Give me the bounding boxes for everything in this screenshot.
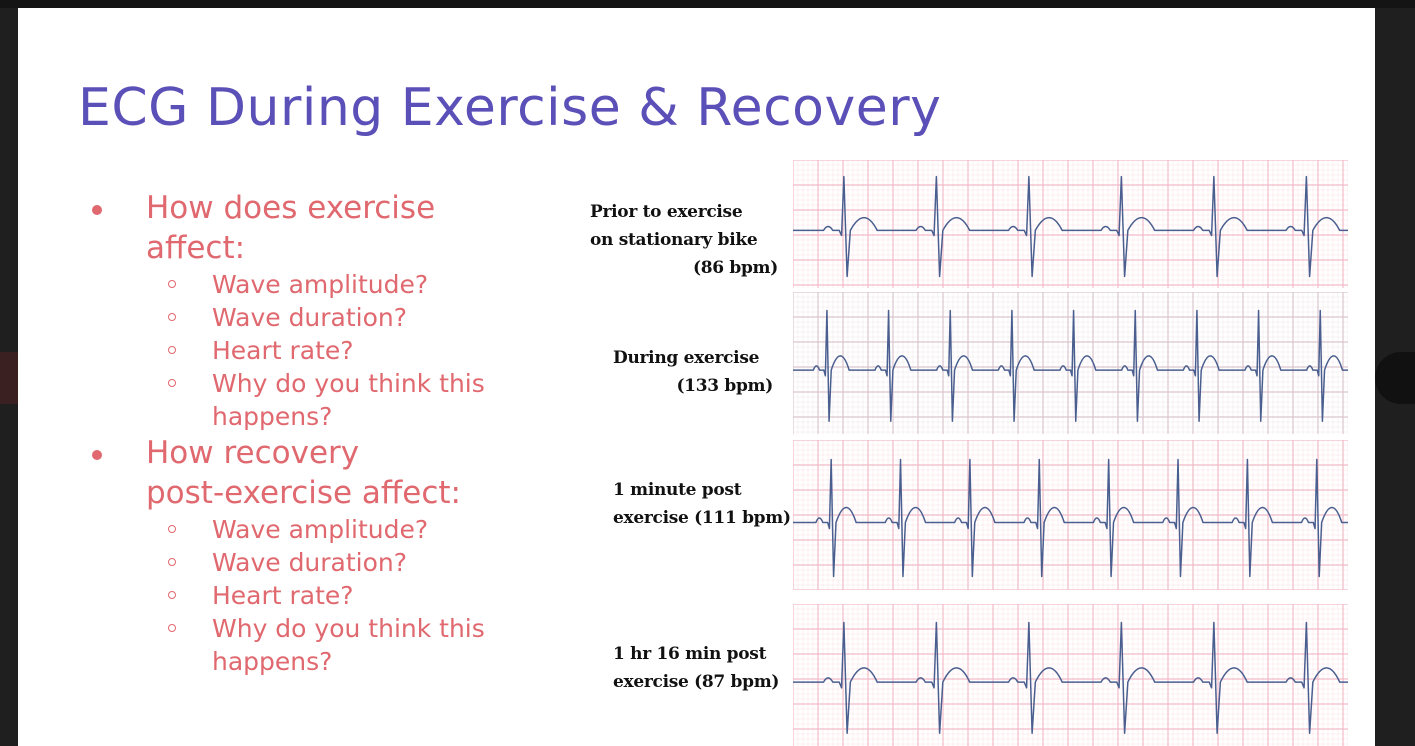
strip-label-pre-exercise: Prior to exercise on stationary bike (86… bbox=[590, 198, 778, 282]
sub-bullet-ring-icon bbox=[168, 591, 176, 599]
label-line: During exercise bbox=[613, 348, 760, 368]
list-item: Why do you think this happens? bbox=[84, 612, 554, 678]
sub-bullet-ring-icon bbox=[168, 346, 176, 354]
list-item: Wave amplitude? bbox=[84, 268, 554, 301]
item-text: Why do you think this bbox=[212, 614, 485, 643]
item-text: Wave duration? bbox=[212, 548, 408, 577]
ecg-grid bbox=[793, 440, 1348, 590]
sub-bullet-ring-icon bbox=[168, 624, 176, 632]
heading-line: How recovery bbox=[146, 435, 360, 471]
heading-line: How does exercise bbox=[146, 190, 436, 226]
label-line: exercise (111 bpm) bbox=[613, 508, 791, 528]
question-heading-2: How recovery post-exercise affect: bbox=[84, 433, 554, 513]
sub-bullet-ring-icon bbox=[168, 379, 176, 387]
strip-label-during-exercise: During exercise (133 bpm) bbox=[613, 344, 773, 400]
label-line: (86 bpm) bbox=[692, 258, 778, 278]
sub-bullet-ring-icon bbox=[168, 558, 176, 566]
left-edge-control bbox=[0, 352, 18, 404]
ecg-trace-line bbox=[793, 621, 1348, 734]
item-text: Wave amplitude? bbox=[212, 515, 429, 544]
ecg-trace-chart bbox=[793, 440, 1348, 590]
slide-title: ECG During Exercise & Recovery bbox=[78, 78, 942, 138]
bullet-dot-icon bbox=[92, 450, 102, 460]
strip-label-one-hour-post: 1 hr 16 min post exercise (87 bpm) bbox=[613, 640, 779, 696]
ecg-strip-during-exercise bbox=[793, 292, 1348, 434]
list-item: Wave amplitude? bbox=[84, 513, 554, 546]
ecg-trace-chart bbox=[793, 292, 1348, 434]
ecg-strip-pre-exercise bbox=[793, 160, 1348, 288]
presentation-slide: ECG During Exercise & Recovery How does … bbox=[18, 8, 1375, 746]
list-item: Heart rate? bbox=[84, 334, 554, 367]
ecg-grid bbox=[793, 292, 1348, 434]
heading-line: affect: bbox=[146, 230, 246, 266]
ecg-trace-line bbox=[793, 458, 1348, 578]
strip-label-one-minute-post: 1 minute post exercise (111 bpm) bbox=[613, 476, 791, 532]
list-item: Wave duration? bbox=[84, 301, 554, 334]
ecg-grid bbox=[793, 604, 1348, 746]
ecg-strip-one-hour-post bbox=[793, 604, 1348, 746]
item-text: Heart rate? bbox=[212, 336, 354, 365]
label-line: Prior to exercise bbox=[590, 202, 743, 222]
window-top-strip bbox=[0, 0, 1415, 8]
question-heading-1: How does exercise affect: bbox=[84, 188, 554, 268]
label-line: on stationary bike bbox=[590, 230, 758, 250]
label-line: exercise (87 bpm) bbox=[613, 672, 780, 692]
question-list: How does exercise affect: Wave amplitude… bbox=[84, 188, 554, 678]
ecg-trace-line bbox=[793, 309, 1348, 422]
label-line: 1 minute post bbox=[613, 480, 742, 500]
item-text: happens? bbox=[212, 647, 333, 676]
sub-bullet-ring-icon bbox=[168, 525, 176, 533]
label-line: (133 bpm) bbox=[676, 376, 773, 396]
heading-line: post-exercise affect: bbox=[146, 475, 461, 511]
bullet-dot-icon bbox=[92, 205, 102, 215]
item-text: Wave duration? bbox=[212, 303, 408, 332]
sub-bullet-ring-icon bbox=[168, 313, 176, 321]
ecg-strip-one-minute-post bbox=[793, 440, 1348, 590]
sub-bullet-ring-icon bbox=[168, 280, 176, 288]
list-item: Wave duration? bbox=[84, 546, 554, 579]
label-line: 1 hr 16 min post bbox=[613, 644, 767, 664]
item-text: Why do you think this bbox=[212, 369, 485, 398]
right-edge-control bbox=[1375, 352, 1415, 404]
item-text: Wave amplitude? bbox=[212, 270, 429, 299]
ecg-trace-chart bbox=[793, 160, 1348, 288]
ecg-trace-chart bbox=[793, 604, 1348, 746]
ecg-trace-line bbox=[793, 175, 1348, 278]
list-item: Heart rate? bbox=[84, 579, 554, 612]
list-item: Why do you think this happens? bbox=[84, 367, 554, 433]
ecg-grid bbox=[793, 160, 1348, 288]
item-text: Heart rate? bbox=[212, 581, 354, 610]
item-text: happens? bbox=[212, 402, 333, 431]
